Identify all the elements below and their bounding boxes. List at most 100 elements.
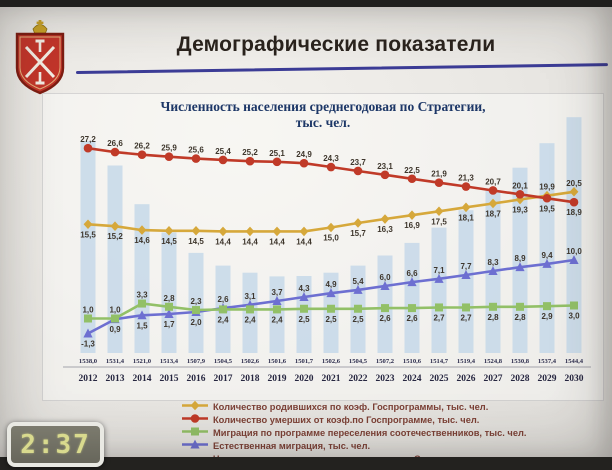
svg-text:2018: 2018 <box>241 374 260 384</box>
svg-text:2,5: 2,5 <box>298 315 310 324</box>
svg-text:2021: 2021 <box>322 374 341 384</box>
svg-text:19,3: 19,3 <box>512 206 528 215</box>
svg-text:26,2: 26,2 <box>134 142 150 151</box>
svg-text:1507,9: 1507,9 <box>187 358 206 365</box>
svg-text:2012: 2012 <box>79 374 98 384</box>
svg-text:2,0: 2,0 <box>190 318 202 327</box>
svg-text:1504,5: 1504,5 <box>349 358 368 365</box>
births-series-marker-icon <box>182 398 208 416</box>
svg-text:7,7: 7,7 <box>460 262 472 271</box>
title-underline <box>75 63 608 74</box>
led-clock-face: 2:37 <box>11 426 100 463</box>
svg-text:3,7: 3,7 <box>271 288 283 297</box>
svg-text:20,5: 20,5 <box>566 179 582 188</box>
svg-text:21,9: 21,9 <box>431 170 447 179</box>
chart-legend: Количество родившихся по коэф. Госпрогра… <box>182 401 527 465</box>
svg-text:1519,4: 1519,4 <box>457 358 476 365</box>
svg-text:2,6: 2,6 <box>406 314 418 323</box>
chart: Численность населения среднегодовая по С… <box>42 93 604 401</box>
legend-label: Миграция по программе переселения соотеч… <box>213 428 527 439</box>
svg-text:8,3: 8,3 <box>487 258 499 267</box>
svg-text:14,5: 14,5 <box>188 237 204 246</box>
svg-text:2,9: 2,9 <box>541 312 553 321</box>
svg-text:4,3: 4,3 <box>298 284 310 293</box>
led-clock: 2:37 <box>7 422 104 467</box>
svg-text:25,1: 25,1 <box>269 149 285 158</box>
chart-title: Численность населения среднегодовая по С… <box>43 99 603 131</box>
svg-text:2026: 2026 <box>457 374 476 384</box>
svg-text:5,4: 5,4 <box>352 277 364 286</box>
svg-text:8,9: 8,9 <box>514 254 526 263</box>
svg-text:2,5: 2,5 <box>352 315 364 324</box>
svg-text:2025: 2025 <box>430 374 449 384</box>
svg-text:2,8: 2,8 <box>163 294 175 303</box>
svg-text:26,6: 26,6 <box>107 139 123 148</box>
legend-label: Естественная миграция, тыс. чел. <box>213 441 371 452</box>
chart-canvas: 1538,0 1531,4 1521,0 1513,4 1507,9 1504,5 1502… <box>63 117 591 384</box>
svg-text:19,9: 19,9 <box>539 183 555 192</box>
svg-text:3,1: 3,1 <box>244 292 256 301</box>
svg-text:23,7: 23,7 <box>350 158 366 167</box>
svg-text:15,2: 15,2 <box>107 232 123 241</box>
svg-text:1524,8: 1524,8 <box>484 358 503 365</box>
svg-text:18,1: 18,1 <box>458 213 474 222</box>
photo-edge-bottom <box>0 457 612 470</box>
svg-text:1,7: 1,7 <box>163 320 175 329</box>
svg-text:2,4: 2,4 <box>217 315 229 324</box>
svg-text:1530,8: 1530,8 <box>511 358 530 365</box>
svg-text:25,9: 25,9 <box>161 144 177 153</box>
svg-text:7,1: 7,1 <box>433 266 445 275</box>
svg-text:1531,4: 1531,4 <box>106 358 125 365</box>
chart-title-line1: Численность населения среднегодовая по С… <box>160 99 486 114</box>
svg-text:2016: 2016 <box>187 374 206 384</box>
svg-text:2023: 2023 <box>376 374 395 384</box>
svg-text:21,3: 21,3 <box>458 174 474 183</box>
svg-text:16,9: 16,9 <box>404 221 420 230</box>
legend-item-natural-migration: Естественная миграция, тыс. чел. <box>182 439 527 453</box>
svg-text:2,7: 2,7 <box>433 313 445 322</box>
svg-text:14,6: 14,6 <box>134 236 150 245</box>
svg-text:1504,5: 1504,5 <box>214 358 233 365</box>
svg-text:2,4: 2,4 <box>244 315 256 324</box>
svg-text:1544,4: 1544,4 <box>565 358 584 365</box>
svg-text:2,7: 2,7 <box>460 313 472 322</box>
svg-text:18,9: 18,9 <box>566 208 582 217</box>
svg-text:2030: 2030 <box>565 374 584 384</box>
page-title: Демографические показатели <box>176 33 496 56</box>
clock-time: 2:37 <box>20 429 91 460</box>
svg-text:0,9: 0,9 <box>109 325 121 334</box>
svg-text:25,6: 25,6 <box>188 146 204 155</box>
svg-text:1,0: 1,0 <box>82 306 94 315</box>
svg-text:2015: 2015 <box>160 374 179 384</box>
svg-text:15,5: 15,5 <box>80 230 96 239</box>
svg-text:1510,6: 1510,6 <box>403 358 422 365</box>
svg-text:19,5: 19,5 <box>539 204 555 213</box>
svg-text:1502,6: 1502,6 <box>322 358 341 365</box>
svg-text:1521,0: 1521,0 <box>133 358 152 365</box>
svg-text:16,3: 16,3 <box>377 225 393 234</box>
svg-text:14,4: 14,4 <box>269 237 285 246</box>
svg-text:24,9: 24,9 <box>296 150 312 159</box>
svg-text:2,3: 2,3 <box>190 297 202 306</box>
svg-text:2,8: 2,8 <box>514 313 526 322</box>
svg-text:9,4: 9,4 <box>541 251 553 260</box>
svg-text:14,5: 14,5 <box>161 237 177 246</box>
svg-text:6,6: 6,6 <box>406 269 418 278</box>
slide: Демографические показатели Численность н… <box>0 7 612 464</box>
svg-text:4,9: 4,9 <box>325 280 337 289</box>
svg-text:1501,6: 1501,6 <box>268 358 287 365</box>
legend-item-births: Количество родившихся по коэф. Госпрогра… <box>182 401 527 414</box>
svg-text:2,6: 2,6 <box>379 314 391 323</box>
svg-text:24,3: 24,3 <box>323 154 339 163</box>
svg-text:25,2: 25,2 <box>242 148 258 157</box>
svg-text:1501,7: 1501,7 <box>295 358 314 365</box>
svg-text:2017: 2017 <box>214 374 233 384</box>
svg-text:20,7: 20,7 <box>485 177 501 186</box>
legend-item-deaths: Количество умерших от коэф.по Госпрограм… <box>182 414 527 427</box>
svg-text:2028: 2028 <box>511 374 530 384</box>
svg-text:15,7: 15,7 <box>350 229 366 238</box>
svg-text:17,5: 17,5 <box>431 217 447 226</box>
svg-text:23,1: 23,1 <box>377 162 393 171</box>
svg-text:2024: 2024 <box>403 374 422 384</box>
